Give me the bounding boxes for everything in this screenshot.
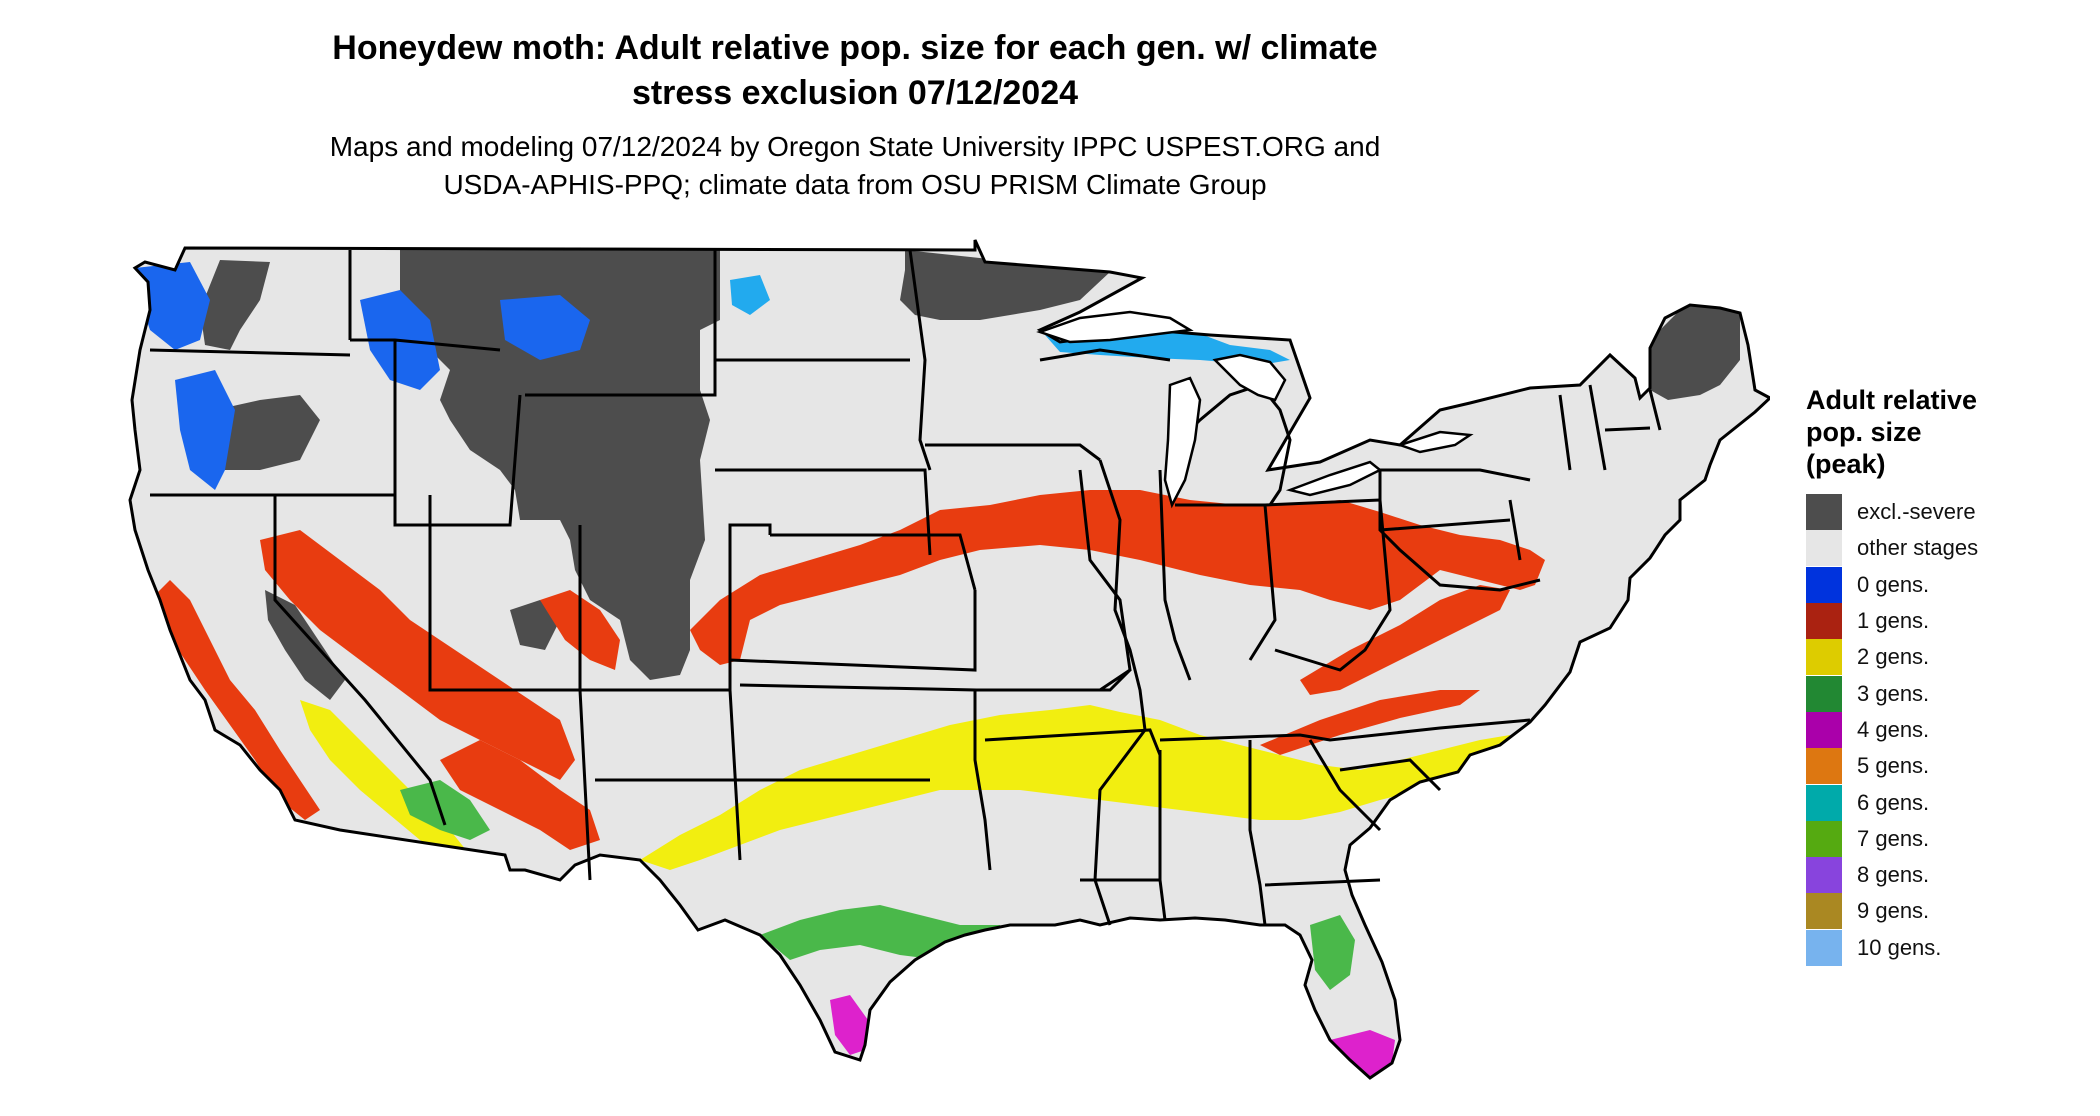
one-gen-band-california [150,580,320,820]
one-gen-band-great-basin [260,530,575,780]
legend-swatch [1806,820,1842,857]
legend-swatch [1806,748,1842,785]
legend-swatch [1806,784,1842,821]
three-gen-band-arizona [400,780,490,840]
boundary-northeast [1378,384,1662,592]
boundary-mississippi [1080,459,1160,926]
legend-items: excl.-severe other stages 0 gens. 1 gens… [1806,494,2096,966]
lake-superior [1036,310,1194,344]
legend-title: Adult relative pop. size (peak) [1806,384,2096,480]
legend-title-line-3: (peak) [1806,449,1886,479]
legend-swatch [1806,530,1842,567]
legend-item-9-gens: 9 gens. [1806,893,2096,930]
legend-item-6-gens: 6 gens. [1806,784,2096,821]
legend-label: 10 gens. [1857,934,1942,960]
boundary-central [908,249,1162,756]
legend-item-0-gens: 0 gens. [1806,566,2096,603]
legend-item-3-gens: 3 gens. [1806,675,2096,712]
legend-label: 7 gens. [1857,825,1930,851]
legend-label: 1 gens. [1857,608,1930,634]
boundary-west-south [273,495,772,881]
lake-erie [1285,460,1383,497]
zero-gen-zone-wyoming [500,295,590,360]
zero-gen-zone-oregon-coast [175,370,235,490]
legend-swatch [1806,929,1842,966]
legend-label: 4 gens. [1857,716,1930,742]
legend-label: 0 gens. [1857,571,1930,597]
excluded-zone-utah [510,600,560,650]
legend-item-1-gens: 1 gens. [1806,603,2096,640]
legend-item-8-gens: 8 gens. [1806,857,2096,894]
legend-swatch [1806,675,1842,712]
legend-label: 8 gens. [1857,862,1930,888]
boundary-southeast [1158,718,1531,926]
excluded-zone-washington-cascades [200,260,270,350]
state-boundaries [149,249,1662,926]
boundary-plains [715,358,992,871]
one-gen-band-appalachian [1300,585,1510,695]
legend-swatch [1806,639,1842,676]
excluded-zone-oregon-cascades [215,395,320,470]
lake-huron [1212,353,1287,402]
boundary-west-north [149,250,717,527]
great-lakes [1036,310,1474,509]
excluded-zone-northern-rockies [400,250,720,680]
excluded-zone-sierra-nevada [265,590,345,700]
legend-item-7-gens: 7 gens. [1806,820,2096,857]
legend-title-line-1: Adult relative [1806,385,1978,415]
legend-item-5-gens: 5 gens. [1806,748,2096,785]
us-outline [128,239,1770,1080]
four-gen-zone-south-florida [1330,1030,1395,1078]
legend-label: excl.-severe [1857,499,1976,525]
one-gen-band-four-corners [440,740,600,850]
legend-item-2-gens: 2 gens. [1806,639,2096,676]
us-map [128,239,1770,1080]
legend-swatch [1806,566,1842,603]
map-subtitle: Maps and modeling 07/12/2024 by Oregon S… [250,128,1460,204]
three-gen-band-florida [1310,915,1355,990]
legend-label: 2 gens. [1857,644,1930,670]
legend-title-line-2: pop. size [1806,417,1922,447]
legend-item-4-gens: 4 gens. [1806,711,2096,748]
legend-swatch [1806,857,1842,894]
zero-gen-zone-olympic [135,262,210,350]
subtitle-line-1: Maps and modeling 07/12/2024 by Oregon S… [329,131,1381,162]
legend-swatch [1806,494,1842,531]
legend-swatch [1806,711,1842,748]
legend-swatch [1806,893,1842,930]
ten-gen-zone-montana [730,275,770,315]
lake-michigan [1163,376,1202,509]
title-line-1: Honeydew moth: Adult relative pop. size … [332,29,1378,67]
two-gen-band-south [640,705,1520,870]
legend-swatch [1806,603,1842,640]
legend-label: other stages [1857,535,1979,561]
legend-label: 3 gens. [1857,680,1930,706]
subtitle-line-2: USDA-APHIS-PPQ; climate data from OSU PR… [443,169,1267,200]
title-line-2: stress exclusion 07/12/2024 [631,74,1079,112]
legend-item-excl-severe: excl.-severe [1806,494,2096,531]
legend: Adult relative pop. size (peak) excl.-se… [1806,384,2096,966]
lake-ontario [1396,430,1474,454]
legend-item-10-gens: 10 gens. [1806,929,2096,966]
four-gen-zone-south-texas [830,995,868,1055]
map-title: Honeydew moth: Adult relative pop. size … [250,26,1460,116]
legend-item-other-stages: other stages [1806,530,2096,567]
boundary-midwest-east [1158,469,1392,681]
legend-label: 6 gens. [1857,789,1930,815]
legend-label: 9 gens. [1857,898,1930,924]
legend-label: 5 gens. [1857,753,1930,779]
excluded-zone-maine [1650,305,1740,400]
